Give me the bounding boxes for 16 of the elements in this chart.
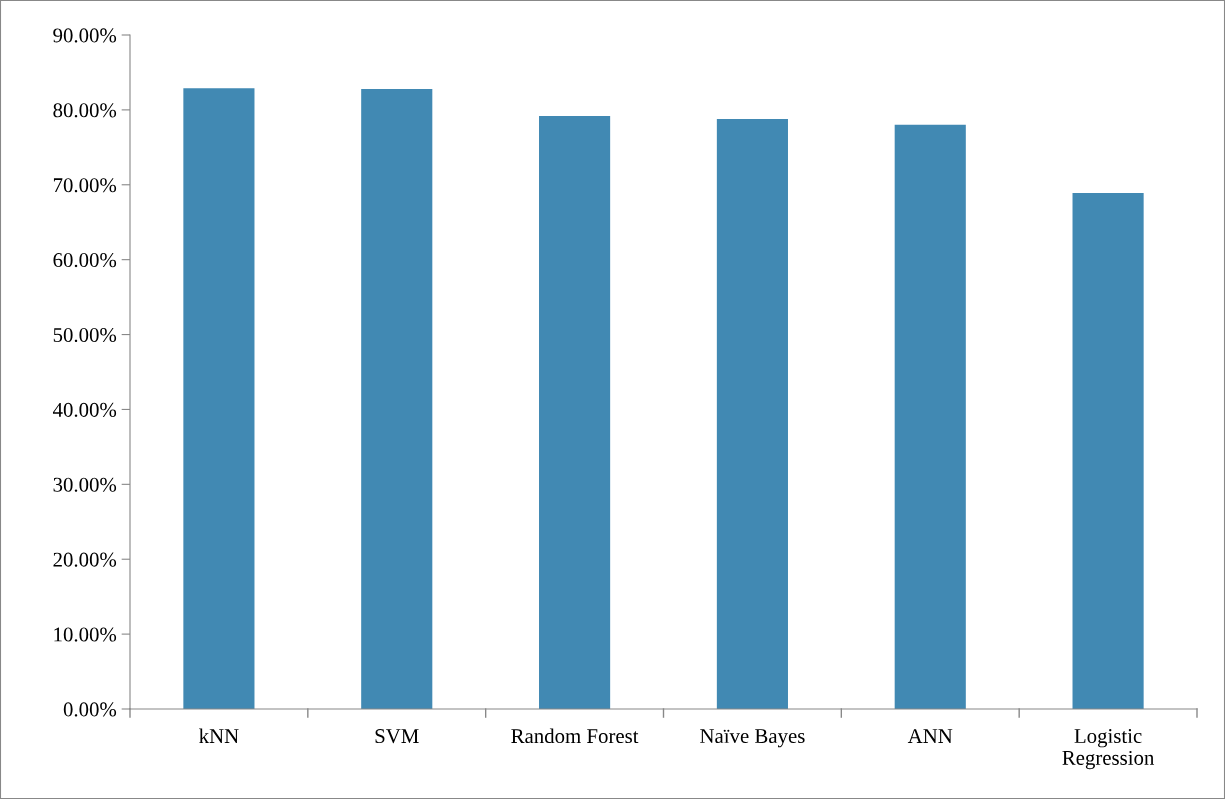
y-tick-label: 70.00% <box>53 178 117 193</box>
x-tick-label: ANN <box>907 729 953 743</box>
x-tick-label: SVM <box>375 729 419 744</box>
y-tick-label: 50.00% <box>53 327 117 343</box>
y-tick-label: 90.00% <box>53 28 117 43</box>
y-tick-label: 20.00% <box>53 552 117 567</box>
y-tick-label: 40.00% <box>52 402 117 417</box>
x-tick-label: Logistic Regression <box>1062 729 1155 770</box>
y-tick-label: 0.00% <box>63 702 117 717</box>
y-tick-label: 30.00% <box>53 477 117 492</box>
x-tick-label: Random Forest <box>511 728 639 744</box>
x-tick-label: kNN <box>199 728 239 743</box>
y-tick-label: 80.00% <box>53 103 117 118</box>
x-tick-label: Naïve Bayes <box>700 729 805 748</box>
y-tick-label: 10.00% <box>54 627 117 642</box>
y-tick-label: 60.00% <box>53 253 117 268</box>
